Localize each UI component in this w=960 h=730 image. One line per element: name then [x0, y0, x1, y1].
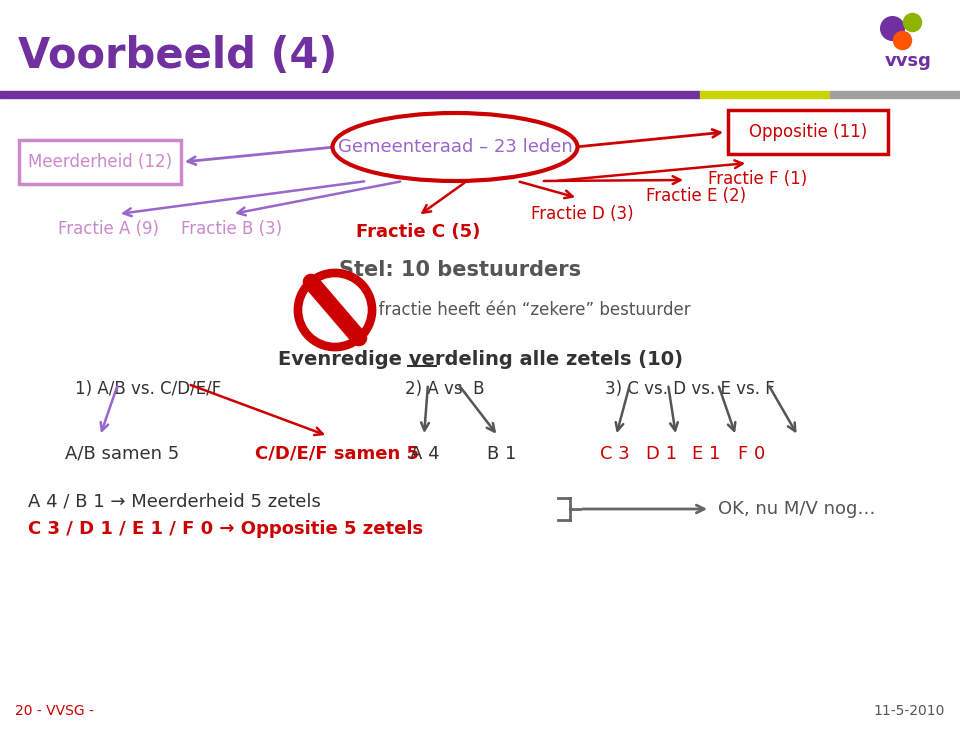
- Text: Fractie D (3): Fractie D (3): [531, 205, 634, 223]
- Text: Stel: 10 bestuurders: Stel: 10 bestuurders: [339, 260, 581, 280]
- Text: A/B samen 5: A/B samen 5: [65, 445, 180, 463]
- Text: vvsg: vvsg: [885, 52, 932, 70]
- Text: 2) A vs. B: 2) A vs. B: [405, 380, 485, 398]
- Bar: [0, 91, 700, 98]
- Text: Fractie E (2): Fractie E (2): [646, 187, 746, 205]
- Text: Fractie C (5): Fractie C (5): [356, 223, 480, 241]
- Text: B 1: B 1: [487, 445, 516, 463]
- Text: C/D/E/F samen 5: C/D/E/F samen 5: [255, 445, 419, 463]
- Text: E 1: E 1: [692, 445, 720, 463]
- Text: 11-5-2010: 11-5-2010: [874, 704, 945, 718]
- Text: Fractie A (9): Fractie A (9): [58, 220, 158, 238]
- Bar: [830, 91, 960, 98]
- Circle shape: [295, 270, 375, 350]
- Text: Gemeenteraad – 23 leden: Gemeenteraad – 23 leden: [338, 138, 572, 156]
- Text: 1) A/B vs. C/D/E/F: 1) A/B vs. C/D/E/F: [75, 380, 221, 398]
- Text: D 1: D 1: [646, 445, 677, 463]
- Text: Fractie F (1): Fractie F (1): [708, 170, 807, 188]
- Text: Meerderheid (12): Meerderheid (12): [28, 153, 172, 171]
- Text: Elke fractie heeft één “zekere” bestuurder: Elke fractie heeft één “zekere” bestuurd…: [339, 301, 691, 319]
- Bar: [700, 91, 830, 98]
- Text: C 3: C 3: [600, 445, 630, 463]
- Text: A 4 / B 1 → Meerderheid 5 zetels: A 4 / B 1 → Meerderheid 5 zetels: [28, 492, 321, 510]
- Text: C 3 / D 1 / E 1 / F 0 → Oppositie 5 zetels: C 3 / D 1 / E 1 / F 0 → Oppositie 5 zete…: [28, 520, 423, 538]
- Text: A 4: A 4: [410, 445, 440, 463]
- Text: 3) C vs. D vs. E vs. F: 3) C vs. D vs. E vs. F: [605, 380, 775, 398]
- Text: Fractie B (3): Fractie B (3): [181, 220, 282, 238]
- Circle shape: [303, 278, 367, 342]
- Text: Voorbeeld (4): Voorbeeld (4): [18, 35, 337, 77]
- Text: Oppositie (11): Oppositie (11): [749, 123, 867, 141]
- Text: F 0: F 0: [738, 445, 765, 463]
- Text: 20 - VVSG -: 20 - VVSG -: [15, 704, 94, 718]
- Text: Evenredige verdeling alle zetels (10): Evenredige verdeling alle zetels (10): [277, 350, 683, 369]
- Text: OK, nu M/V nog…: OK, nu M/V nog…: [718, 500, 876, 518]
